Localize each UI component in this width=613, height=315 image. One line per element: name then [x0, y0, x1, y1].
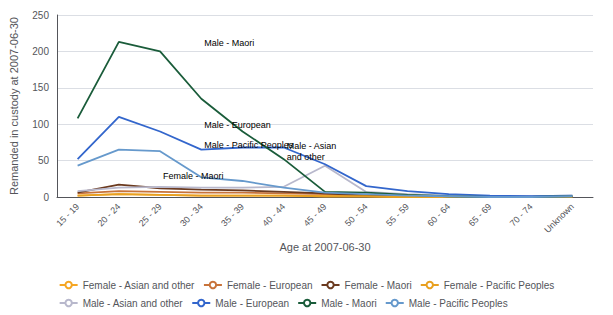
svg-text:Male - Pacific Peoples: Male - Pacific Peoples	[204, 140, 294, 150]
svg-text:50: 50	[38, 155, 50, 166]
svg-text:45 - 49: 45 - 49	[302, 201, 329, 228]
svg-text:Female - Maori: Female - Maori	[345, 280, 412, 291]
svg-text:Remanded in custody at 2007-06: Remanded in custody at 2007-06-30	[8, 17, 20, 195]
svg-text:Female - Pacific Peoples: Female - Pacific Peoples	[444, 280, 555, 291]
svg-text:40 - 44: 40 - 44	[260, 201, 287, 228]
svg-text:Male - Pacific Peoples: Male - Pacific Peoples	[409, 298, 508, 309]
svg-text:150: 150	[32, 82, 49, 93]
svg-text:Male - Maori: Male - Maori	[204, 38, 254, 48]
svg-text:Male - European: Male - European	[204, 120, 271, 130]
svg-text:Unknown: Unknown	[542, 201, 576, 235]
svg-text:Male - European: Male - European	[215, 298, 289, 309]
svg-text:Female - European: Female - European	[227, 280, 313, 291]
svg-text:Age at 2007-06-30: Age at 2007-06-30	[279, 241, 370, 253]
svg-text:60 - 64: 60 - 64	[425, 201, 452, 228]
svg-text:Male - Asian and other: Male - Asian and other	[83, 298, 184, 309]
svg-text:Female - Asian and other: Female - Asian and other	[83, 280, 195, 291]
svg-text:65 - 69: 65 - 69	[467, 201, 494, 228]
svg-text:250: 250	[32, 10, 49, 21]
svg-text:Male - Asian: Male - Asian	[287, 141, 337, 151]
svg-text:100: 100	[32, 119, 49, 130]
svg-text:30 - 34: 30 - 34	[178, 201, 205, 228]
svg-text:Male - Maori: Male - Maori	[321, 298, 377, 309]
svg-text:35 - 39: 35 - 39	[219, 201, 246, 228]
svg-text:20 - 24: 20 - 24	[96, 201, 123, 228]
svg-text:70 - 74: 70 - 74	[508, 201, 535, 228]
svg-text:0: 0	[43, 192, 49, 203]
svg-text:25 - 29: 25 - 29	[137, 201, 164, 228]
svg-text:15 - 19: 15 - 19	[54, 201, 81, 228]
svg-text:55 - 59: 55 - 59	[384, 201, 411, 228]
svg-text:Female - Maori: Female - Maori	[163, 171, 224, 181]
svg-text:and other: and other	[287, 152, 325, 162]
svg-text:200: 200	[32, 46, 49, 57]
svg-text:50 - 54: 50 - 54	[343, 201, 370, 228]
